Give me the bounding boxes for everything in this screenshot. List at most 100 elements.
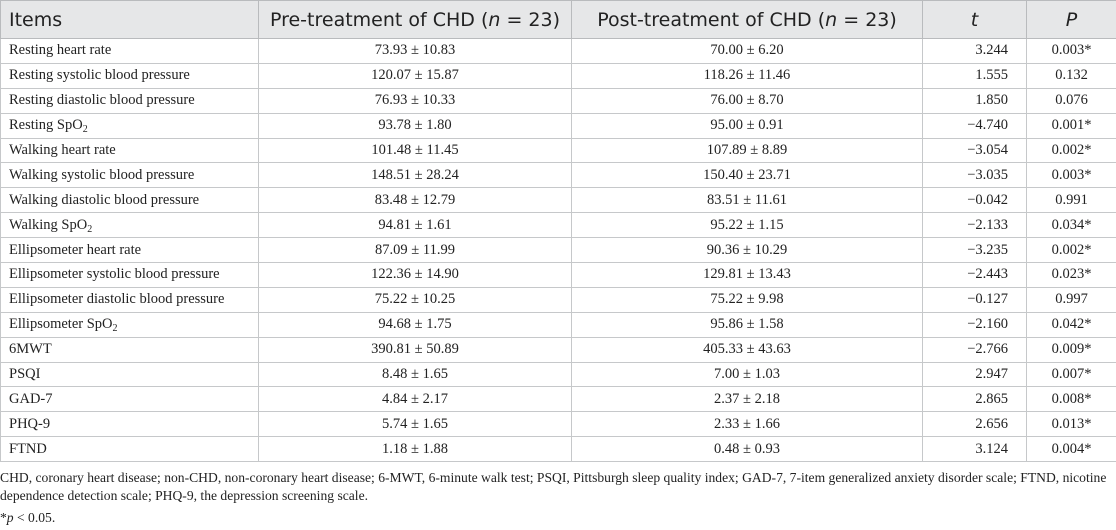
row-pre: 76.93 ± 10.33 xyxy=(258,87,572,114)
table-row: Ellipsometer systolic blood pressure 122.… xyxy=(0,262,1116,288)
row-t: −3.054 xyxy=(922,137,1027,164)
row-t: −3.035 xyxy=(922,162,1027,189)
row-t: −4.740 xyxy=(922,112,1027,139)
row-item: Ellipsometer systolic blood pressure xyxy=(0,262,259,288)
row-item-label: GAD-7 xyxy=(9,390,53,407)
row-post: 95.22 ± 1.15 xyxy=(571,212,923,239)
table-footnote: CHD, coronary heart disease; non-CHD, no… xyxy=(0,470,1107,503)
table-row: FTND 1.18 ± 1.88 0.48 ± 0.93 3.124 0.004* xyxy=(0,436,1116,463)
row-item: Walking heart rate xyxy=(0,137,259,164)
row-t: −0.127 xyxy=(922,286,1027,313)
row-pre: 75.22 ± 10.25 xyxy=(258,286,572,313)
row-post: 129.81 ± 13.43 xyxy=(571,262,923,288)
row-item-label: Walking diastolic blood pressure xyxy=(9,191,200,208)
row-t: 2.865 xyxy=(922,386,1027,413)
row-post: 107.89 ± 8.89 xyxy=(571,137,923,164)
row-t: −2.443 xyxy=(922,262,1027,288)
row-post: 95.86 ± 1.58 xyxy=(571,311,923,338)
row-p: 0.132 xyxy=(1026,62,1116,89)
table-row: GAD-7 4.84 ± 2.17 2.37 ± 2.18 2.865 0.008* xyxy=(0,386,1116,413)
row-t: −0.042 xyxy=(922,187,1027,214)
row-p: 0.007* xyxy=(1026,361,1116,388)
row-t: −2.766 xyxy=(922,336,1027,363)
row-post: 150.40 ± 23.71 xyxy=(571,162,923,189)
significance-symbol: p xyxy=(6,510,14,525)
row-t: 3.124 xyxy=(922,436,1027,463)
row-item-label: Resting SpO xyxy=(9,117,83,134)
row-pre: 122.36 ± 14.90 xyxy=(258,262,572,288)
row-item-label: Walking SpO xyxy=(9,216,88,233)
row-post: 2.33 ± 1.66 xyxy=(571,411,923,438)
row-p: 0.023* xyxy=(1026,262,1116,288)
row-item-label: PSQI xyxy=(9,366,41,383)
row-item-label: Resting heart rate xyxy=(9,42,112,59)
row-p: 0.003* xyxy=(1026,38,1116,64)
row-p: 0.002* xyxy=(1026,237,1116,264)
row-p: 0.003* xyxy=(1026,162,1116,189)
row-post: 70.00 ± 6.20 xyxy=(571,38,923,64)
header-pre-label: Pre-treatment of CHD ( xyxy=(269,8,489,31)
row-item-label: Resting systolic blood pressure xyxy=(9,67,190,84)
significance-note: *p < 0.05. xyxy=(0,510,55,526)
row-item-subscript: 2 xyxy=(82,124,88,136)
row-t: 2.947 xyxy=(922,361,1027,388)
row-item: Walking systolic blood pressure xyxy=(0,162,259,189)
row-post: 0.48 ± 0.93 xyxy=(571,436,923,463)
row-item-label: 6MWT xyxy=(9,341,52,358)
table-row: Walking systolic blood pressure 148.51 ± … xyxy=(0,162,1116,189)
row-item-subscript: 2 xyxy=(112,323,118,335)
row-item-label: PHQ-9 xyxy=(9,415,51,432)
header-pre: Pre-treatment of CHD (n = 23) xyxy=(258,0,572,39)
row-post: 2.37 ± 2.18 xyxy=(571,386,923,413)
row-item: Resting systolic blood pressure xyxy=(0,62,259,89)
row-pre: 8.48 ± 1.65 xyxy=(258,361,572,388)
header-post-n: n xyxy=(825,8,838,31)
table-body: Resting heart rate 73.93 ± 10.83 70.00 ± 6… xyxy=(0,38,1116,463)
row-item-label: Ellipsometer SpO xyxy=(9,316,113,333)
table-row: 6MWT 390.81 ± 50.89 405.33 ± 43.63 −2.766 0.… xyxy=(0,336,1116,363)
row-item-label: Ellipsometer systolic blood pressure xyxy=(9,266,220,283)
row-p: 0.013* xyxy=(1026,411,1116,438)
row-p: 0.076 xyxy=(1026,87,1116,114)
table-row: Resting diastolic blood pressure 76.93 ± … xyxy=(0,87,1116,114)
row-pre: 83.48 ± 12.79 xyxy=(258,187,572,214)
row-t: −2.160 xyxy=(922,311,1027,338)
row-item: Resting SpO2 xyxy=(0,112,259,139)
header-pre-n-value: = 23) xyxy=(500,8,561,31)
header-p: P xyxy=(1026,0,1116,39)
table-row: Resting systolic blood pressure 120.07 ± … xyxy=(0,62,1116,89)
row-p: 0.042* xyxy=(1026,311,1116,338)
significance-mark: * xyxy=(0,510,7,525)
row-item: Resting heart rate xyxy=(0,38,259,64)
row-item: GAD-7 xyxy=(0,386,259,413)
row-item-label: Walking systolic blood pressure xyxy=(9,166,195,183)
row-pre: 5.74 ± 1.65 xyxy=(258,411,572,438)
row-p: 0.002* xyxy=(1026,137,1116,164)
row-pre: 1.18 ± 1.88 xyxy=(258,436,572,463)
row-t: 2.656 xyxy=(922,411,1027,438)
row-item-label: FTND xyxy=(9,440,47,457)
row-p: 0.991 xyxy=(1026,187,1116,214)
header-post-n-value: = 23) xyxy=(837,8,897,31)
row-item: Walking SpO2 xyxy=(0,212,259,239)
row-post: 83.51 ± 11.61 xyxy=(571,187,923,214)
header-t: t xyxy=(922,0,1027,39)
row-pre: 93.78 ± 1.80 xyxy=(258,112,572,139)
row-item: PHQ-9 xyxy=(0,411,259,438)
header-pre-n: n xyxy=(488,8,501,31)
row-p: 0.008* xyxy=(1026,386,1116,413)
row-item: Ellipsometer SpO2 xyxy=(0,311,259,338)
row-p: 0.034* xyxy=(1026,212,1116,239)
table-row: Walking diastolic blood pressure 83.48 ± … xyxy=(0,187,1116,214)
header-row: Items Pre-treatment of CHD (n = 23) Post… xyxy=(0,0,1116,39)
row-p: 0.001* xyxy=(1026,112,1116,139)
significance-text: < 0.05. xyxy=(13,510,56,525)
row-post: 76.00 ± 8.70 xyxy=(571,87,923,114)
row-item: Ellipsometer diastolic blood pressure xyxy=(0,286,259,313)
row-item-label: Resting diastolic blood pressure xyxy=(9,92,195,109)
row-post: 75.22 ± 9.98 xyxy=(571,286,923,313)
table-row: Resting SpO2 93.78 ± 1.80 95.00 ± 0.91 −4.7… xyxy=(0,112,1116,139)
row-item-subscript: 2 xyxy=(87,223,93,235)
row-post: 405.33 ± 43.63 xyxy=(571,336,923,363)
row-t: −2.133 xyxy=(922,212,1027,239)
